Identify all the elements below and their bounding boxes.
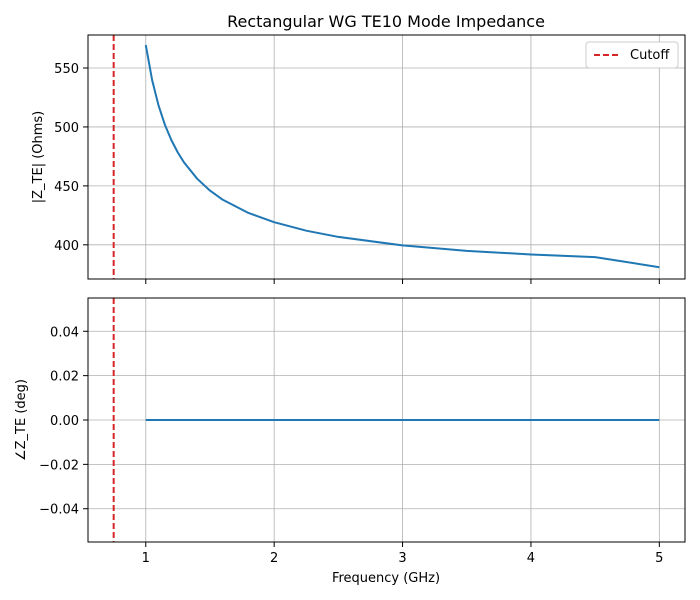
phase-ticks: 1 2 3 4 5 −0.04 −0.02 0.00 0.02 0.04 (39, 325, 663, 566)
phase-y-tick-label: 0.00 (50, 414, 79, 429)
phase-y-tick-label: −0.04 (39, 503, 79, 518)
phase-y-tick-label: 0.02 (50, 370, 79, 385)
legend: Cutoff (585, 41, 679, 69)
magnitude-ticks: 400 450 500 550 (54, 62, 660, 284)
legend-box (585, 41, 679, 69)
phase-y-tick-label: −0.02 (39, 458, 79, 473)
phase-x-tick-label: 5 (655, 551, 663, 566)
magnitude-y-tick-label: 500 (54, 121, 79, 136)
phase-y-axis-label: ∠Z_TE (deg) (14, 379, 29, 461)
magnitude-series (112, 35, 660, 279)
magnitude-y-tick-label: 550 (54, 62, 79, 77)
x-axis-label: Frequency (GHz) (332, 571, 440, 586)
magnitude-impedance-line (144, 44, 660, 269)
phase-x-tick-label: 4 (527, 551, 535, 566)
magnitude-panel: 400 450 500 550 |Z_TE| (Ohms) Cutoff (31, 34, 686, 284)
phase-series (112, 298, 660, 542)
phase-x-tick-label: 1 (142, 551, 150, 566)
magnitude-y-tick-label: 400 (54, 239, 79, 254)
phase-x-tick-label: 3 (398, 551, 406, 566)
magnitude-y-tick-label: 450 (54, 180, 79, 195)
magnitude-grid (88, 35, 685, 279)
phase-panel: 1 2 3 4 5−0.04−0.020.000.020.04 ∠Z_TE (deg) … (14, 297, 686, 586)
phase-y-tick-label: 0.04 (50, 325, 79, 340)
legend-cutoff-label: Cutoff (630, 48, 670, 63)
magnitude-axes-frame (87, 34, 686, 280)
phase-x-tick-label: 2 (270, 551, 278, 566)
magnitude-y-axis-label: |Z_TE| (Ohms) (31, 111, 46, 204)
chart-title: Rectangular WG TE10 Mode Impedance (227, 12, 545, 31)
